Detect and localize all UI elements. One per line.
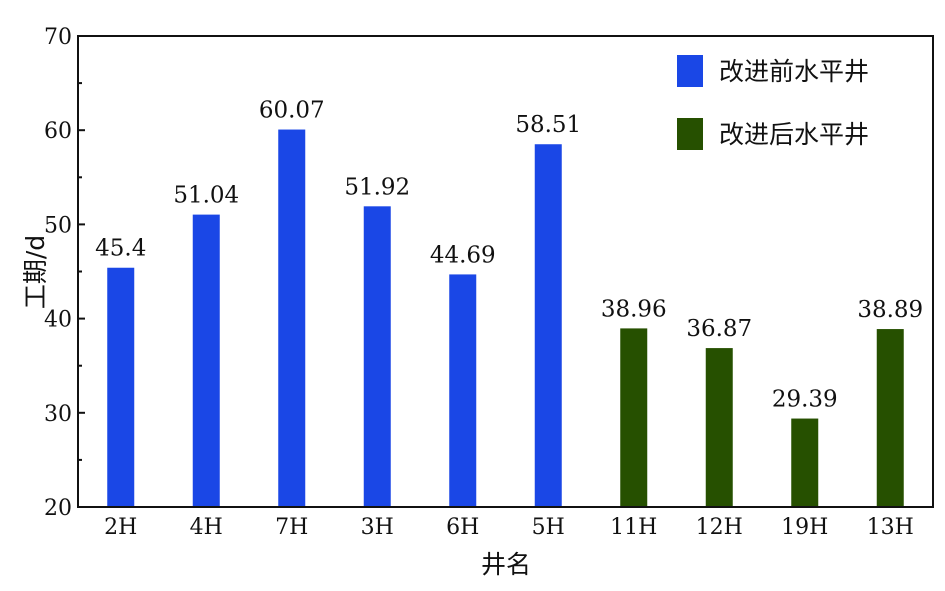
y-tick-labels: 20 30 40 50 60 70 [44, 25, 72, 521]
x-tick-label-19H: 19H [781, 515, 828, 540]
data-label-4H: 51.04 [173, 183, 239, 209]
bar-7H [278, 129, 306, 508]
y-tick-label: 70 [44, 25, 72, 50]
y-tick-label: 50 [44, 213, 72, 238]
y-tick-label: 20 [44, 496, 72, 521]
bar-5H [534, 144, 562, 508]
data-label-6H: 44.69 [430, 242, 496, 268]
bar-2H [107, 267, 135, 507]
legend-label-after: 改进后水平井 [719, 120, 869, 149]
data-labels: 45.4 51.04 60.07 51.92 44.69 58.51 38.96 36.87 2… [95, 98, 923, 413]
bar-19H [791, 418, 819, 507]
plot-frame [77, 35, 934, 508]
bars [107, 129, 904, 508]
y-tick-label: 60 [44, 119, 72, 144]
x-tick-label-11H: 11H [610, 515, 657, 540]
bar-4H [192, 214, 220, 507]
data-label-3H: 51.92 [344, 174, 410, 200]
data-label-19H: 29.39 [772, 387, 838, 413]
bar-11H [620, 328, 648, 507]
y-tick-marks [78, 35, 85, 508]
x-tick-label-3H: 3H [361, 515, 394, 540]
x-tick-label-4H: 4H [190, 515, 223, 540]
y-tick-label: 40 [44, 308, 72, 333]
bar-12H [705, 348, 733, 507]
legend: 改进前水平井 改进后水平井 [677, 55, 869, 150]
data-label-12H: 36.87 [686, 316, 752, 342]
data-label-7H: 60.07 [259, 98, 325, 124]
legend-label-before: 改进前水平井 [719, 57, 869, 86]
legend-swatch-before [677, 55, 703, 87]
x-tick-label-7H: 7H [275, 515, 308, 540]
data-label-2H: 45.4 [95, 236, 146, 262]
y-axis-title: 工期/d [21, 235, 50, 309]
x-tick-label-6H: 6H [446, 515, 479, 540]
x-tick-label-13H: 13H [867, 515, 914, 540]
y-tick-label: 30 [44, 402, 72, 427]
bar-13H [876, 329, 904, 507]
bar-3H [363, 206, 391, 507]
x-axis-title: 井名 [481, 550, 531, 579]
legend-swatch-after [677, 118, 703, 150]
x-tick-labels: 2H 4H 7H 3H 6H 5H 11H 12H 19H 13H [104, 515, 914, 540]
x-tick-label-5H: 5H [532, 515, 565, 540]
bar-6H [449, 274, 477, 507]
data-label-13H: 38.89 [857, 297, 923, 323]
data-label-11H: 38.96 [601, 296, 667, 322]
x-tick-label-12H: 12H [696, 515, 743, 540]
data-label-5H: 58.51 [515, 112, 581, 138]
x-tick-label-2H: 2H [104, 515, 137, 540]
